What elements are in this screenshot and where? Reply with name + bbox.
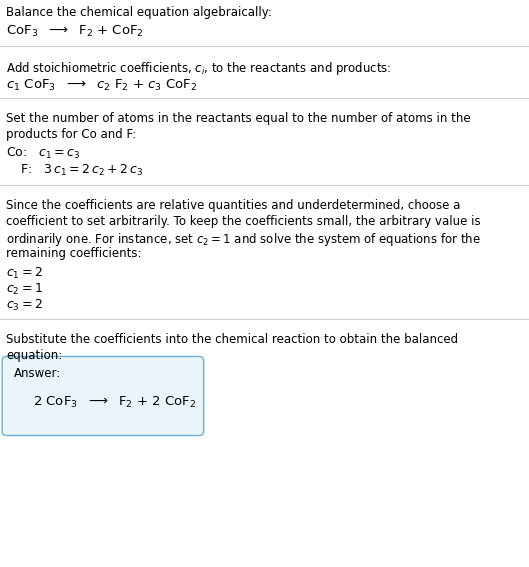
Text: Substitute the coefficients into the chemical reaction to obtain the balanced: Substitute the coefficients into the che… xyxy=(6,333,459,346)
FancyBboxPatch shape xyxy=(2,357,204,435)
Text: Answer:: Answer: xyxy=(14,367,61,380)
Text: $c_1\ \mathrm{CoF_3}$  $\longrightarrow$  $c_2\ \mathrm{F_2}$ + $c_3\ \mathrm{Co: $c_1\ \mathrm{CoF_3}$ $\longrightarrow$ … xyxy=(6,78,198,93)
Text: Co:   $c_1 = c_3$: Co: $c_1 = c_3$ xyxy=(6,146,81,161)
Text: products for Co and F:: products for Co and F: xyxy=(6,128,136,141)
Text: Balance the chemical equation algebraically:: Balance the chemical equation algebraica… xyxy=(6,6,272,19)
Text: $c_1 = 2$: $c_1 = 2$ xyxy=(6,266,43,281)
Text: $c_3 = 2$: $c_3 = 2$ xyxy=(6,298,43,313)
Text: coefficient to set arbitrarily. To keep the coefficients small, the arbitrary va: coefficient to set arbitrarily. To keep … xyxy=(6,215,481,228)
Text: $2\ \mathrm{CoF_3}$  $\longrightarrow$  $\mathrm{F_2}$ + $2\ \mathrm{CoF_2}$: $2\ \mathrm{CoF_3}$ $\longrightarrow$ $\… xyxy=(33,395,196,410)
Text: $\mathrm{CoF_3}$  $\longrightarrow$  $\mathrm{F_2}$ + $\mathrm{CoF_2}$: $\mathrm{CoF_3}$ $\longrightarrow$ $\mat… xyxy=(6,24,144,39)
Text: remaining coefficients:: remaining coefficients: xyxy=(6,247,142,260)
Text: $c_2 = 1$: $c_2 = 1$ xyxy=(6,282,43,297)
Text: Since the coefficients are relative quantities and underdetermined, choose a: Since the coefficients are relative quan… xyxy=(6,199,461,212)
Text: Set the number of atoms in the reactants equal to the number of atoms in the: Set the number of atoms in the reactants… xyxy=(6,112,471,125)
Text: F:   $3\,c_1 = 2\,c_2 + 2\,c_3$: F: $3\,c_1 = 2\,c_2 + 2\,c_3$ xyxy=(20,163,143,178)
Text: Add stoichiometric coefficients, $c_i$, to the reactants and products:: Add stoichiometric coefficients, $c_i$, … xyxy=(6,60,392,77)
Text: ordinarily one. For instance, set $c_2 = 1$ and solve the system of equations fo: ordinarily one. For instance, set $c_2 =… xyxy=(6,231,481,248)
Text: equation:: equation: xyxy=(6,349,62,362)
